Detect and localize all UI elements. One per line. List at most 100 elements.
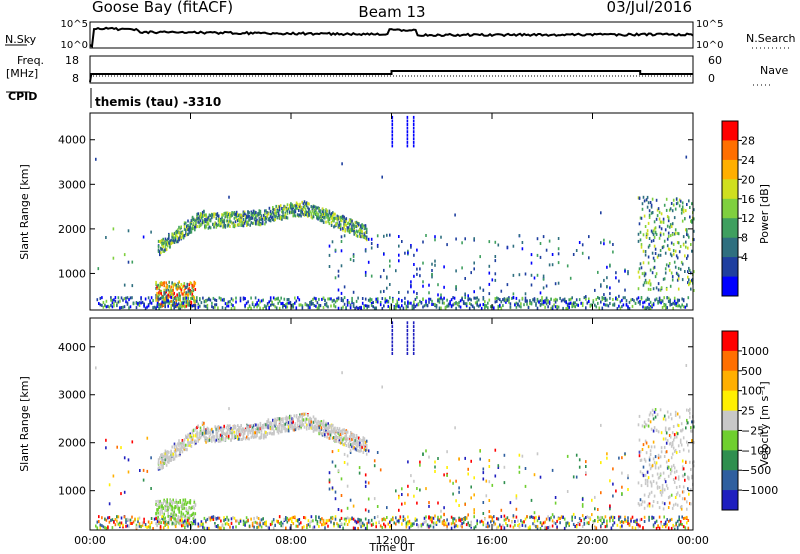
noise-right-label: N.Search — [746, 32, 796, 45]
scatter-cell — [279, 422, 282, 426]
scatter-cell — [158, 520, 160, 524]
scatter-cell — [515, 507, 518, 511]
scatter-cell — [452, 303, 454, 307]
scatter-cell — [562, 298, 564, 302]
scatter-cell — [416, 501, 418, 505]
scatter-cell — [260, 214, 263, 218]
scatter-cell — [282, 522, 284, 526]
scatter-cell — [200, 522, 203, 526]
scatter-cell — [340, 240, 343, 243]
scatter-cell — [333, 522, 335, 526]
scatter-cell — [423, 520, 426, 524]
scatter-cell — [239, 299, 242, 303]
scatter-cell — [102, 301, 105, 304]
scatter-cell — [138, 524, 141, 528]
scatter-cell — [147, 520, 150, 524]
scatter-cell — [279, 430, 282, 434]
scatter-cell — [161, 505, 163, 509]
scatter-cell — [298, 303, 301, 307]
scatter-cell — [163, 291, 165, 295]
scatter-cell — [127, 229, 130, 233]
scatter-cell — [334, 212, 336, 216]
scatter-cell — [420, 524, 423, 528]
scatter-cell — [591, 303, 593, 307]
scatter-cell — [367, 449, 370, 453]
scatter-cell — [364, 444, 367, 448]
scatter-cell — [282, 303, 284, 307]
scatter-cell — [419, 463, 421, 467]
scatter-cell — [497, 525, 500, 529]
scatter-cell — [650, 239, 653, 243]
scatter-cell — [395, 489, 397, 493]
scatter-cell — [248, 304, 251, 308]
scatter-cell — [258, 216, 261, 220]
scatter-cell — [604, 299, 607, 302]
scatter-cell — [207, 226, 210, 230]
scatter-cell — [664, 267, 667, 271]
noise-tick-bottom: 10^0 — [61, 40, 88, 51]
scatter-cell — [194, 225, 196, 229]
scatter-cell — [196, 225, 198, 228]
scatter-cell — [312, 302, 314, 306]
scatter-cell — [309, 521, 311, 525]
scatter-cell — [286, 298, 289, 302]
scatter-cell — [226, 224, 229, 228]
scatter-cell — [243, 428, 246, 432]
scatter-cell — [348, 218, 351, 222]
scatter-cell — [662, 220, 665, 224]
scatter-cell — [431, 299, 433, 303]
scatter-cell — [464, 296, 466, 300]
scatter-cell — [423, 516, 426, 520]
scatter-cell — [665, 197, 668, 201]
scatter-cell — [235, 300, 237, 304]
scatter-cell — [166, 509, 168, 512]
scatter-cell — [166, 498, 168, 502]
scatter-cell — [179, 521, 181, 525]
scatter-cell — [167, 523, 169, 527]
scatter-cell — [437, 501, 439, 505]
scatter-cell — [684, 305, 687, 309]
scatter-cell — [474, 301, 477, 305]
scatter-cell — [311, 209, 314, 213]
scatter-cell — [515, 515, 518, 519]
scatter-cell — [263, 304, 266, 308]
scatter-cell — [285, 427, 288, 431]
scatter-cell — [235, 296, 237, 300]
scatter-cell — [574, 525, 576, 528]
scatter-cell — [352, 254, 355, 258]
scatter-cell — [352, 444, 354, 448]
scatter-cell — [187, 290, 190, 294]
scatter-cell — [207, 222, 210, 226]
scatter-cell — [646, 298, 649, 301]
scatter-cell — [141, 521, 144, 525]
scatter-cell — [229, 424, 231, 428]
scatter-cell — [274, 523, 276, 527]
scatter-cell — [657, 282, 660, 286]
scatter-cell — [315, 213, 317, 216]
scatter-cell — [667, 219, 670, 223]
scatter-cell — [636, 297, 638, 301]
scatter-cell — [189, 440, 192, 444]
scatter-cell — [657, 524, 659, 528]
scatter-cell — [508, 296, 510, 300]
scatter-cell — [189, 221, 192, 225]
scatter-cell — [675, 521, 677, 525]
scatter-cell — [663, 304, 665, 308]
scatter-cell — [326, 431, 328, 435]
scatter-cell — [228, 195, 230, 199]
scatter-cell — [426, 523, 429, 527]
scatter-cell — [523, 303, 525, 307]
scatter-cell — [624, 296, 626, 300]
scatter-cell — [257, 212, 259, 215]
scatter-cell — [167, 525, 169, 529]
scatter-cell — [328, 217, 331, 221]
nave-tick-top: 60 — [708, 54, 722, 67]
scatter-cell — [356, 436, 359, 440]
scatter-cell — [326, 215, 328, 219]
scatter-cell — [224, 225, 227, 229]
scatter-cell — [458, 518, 460, 522]
scatter-cell — [674, 249, 677, 253]
scatter-cell — [320, 426, 323, 430]
scatter-cell — [644, 250, 647, 253]
scatter-cell — [667, 235, 670, 238]
